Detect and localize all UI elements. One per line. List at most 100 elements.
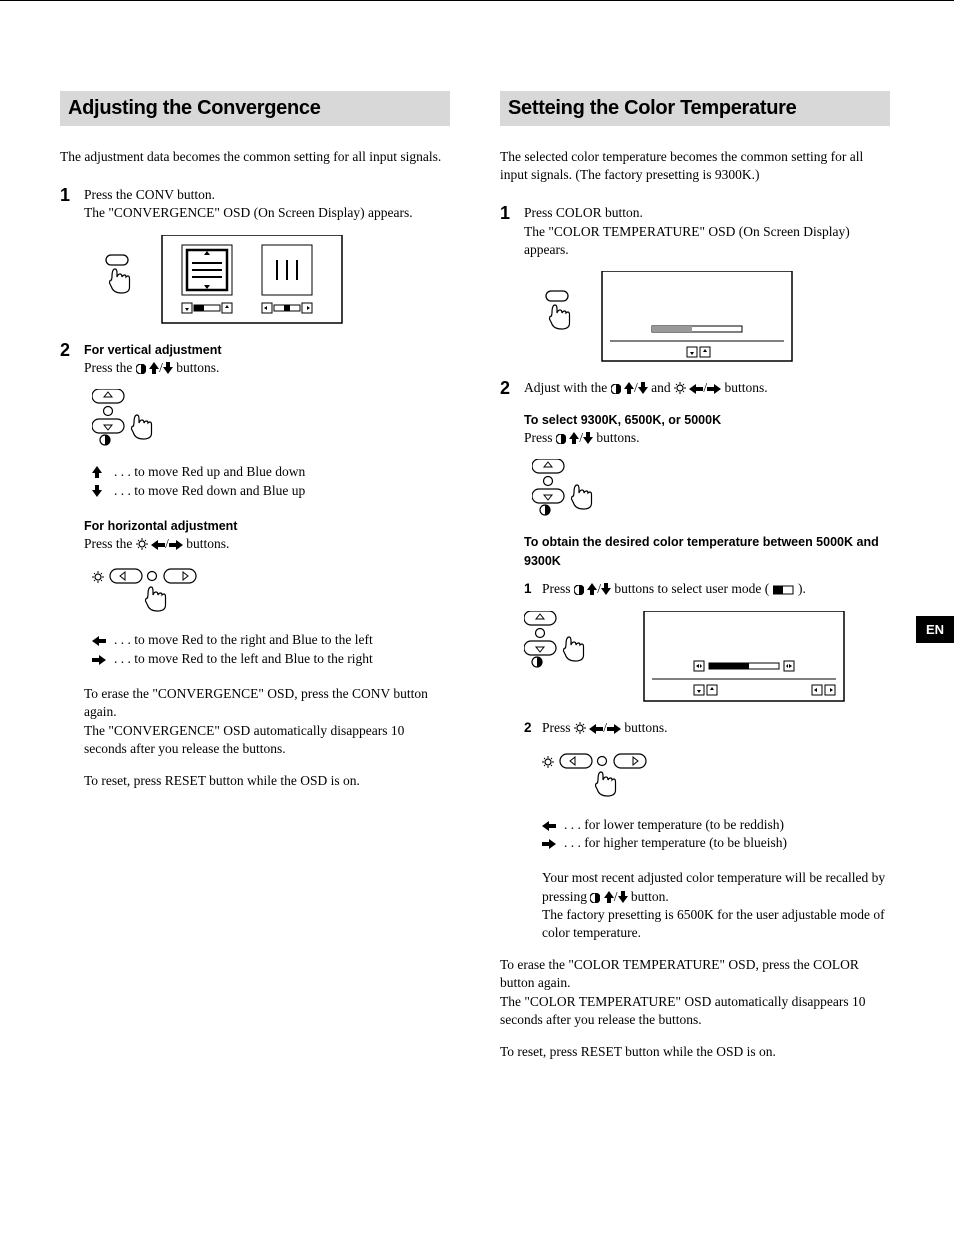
factory-text: The factory presetting is 6500K for the … [542,907,885,940]
r-reset-para: To reset, press RESET button while the O… [500,1043,890,1061]
r-step2-prefix: Adjust with the [524,380,611,395]
arrow-up-icon [587,583,597,595]
arrow-left-icon [151,540,165,550]
auto-disappear-text: The "CONVERGENCE" OSD automatically disa… [84,723,404,756]
color-osd-figure [532,271,890,363]
obtain1-prefix: Press [542,581,574,596]
r-erase-text: To erase the "COLOR TEMPERATURE" OSD, pr… [500,957,859,990]
arrow-up-icon [604,891,614,903]
recall-suffix: button. [631,889,669,904]
r-step2-mid: and [651,380,674,395]
right-title: Setteing the Color Temperature [500,91,890,126]
r-step1-line1: Press COLOR button. [524,205,643,220]
left-column: Adjusting the Convergence The adjustment… [60,91,450,1075]
arrow-right-icon [607,724,621,734]
page: Adjusting the Convergence The adjustment… [0,0,954,1175]
vertical-adj-heading: For vertical adjustment [84,343,222,357]
left-step-2: 2 For vertical adjustment Press the / bu… [60,341,450,377]
step-number: 2 [500,379,524,399]
substep-number: 1 [524,580,542,599]
obtain2-prefix: Press [542,720,574,735]
obtain1-mid: buttons to select user mode ( [614,581,772,596]
left-step-1: 1 Press the CONV button. The "CONVERGENC… [60,186,450,222]
horiz-right-row: . . . to move Red to the left and Blue t… [92,650,450,669]
right-step-2: 2 Adjust with the / and / buttons. [500,379,890,399]
sun-icon [136,538,148,550]
horiz-right-text: . . . to move Red to the left and Blue t… [114,650,373,669]
arrow-up-icon [149,362,159,374]
select-rocker-figure [532,459,890,517]
select-press-prefix: Press [524,430,556,445]
arrow-down-icon [583,432,593,444]
r-step1-line2: The "COLOR TEMPERATURE" OSD (On Screen D… [524,224,850,257]
lower-row: . . . for lower temperature (to be reddi… [542,816,890,835]
r-erase-para: To erase the "COLOR TEMPERATURE" OSD, pr… [500,956,890,1029]
step-number: 1 [500,204,524,259]
r-step2-suffix: buttons. [725,380,768,395]
sun-icon [674,382,686,394]
right-intro: The selected color temperature becomes t… [500,148,890,184]
step1-line1: Press the CONV button. [84,187,215,202]
arrow-left-icon [589,724,603,734]
select-heading: To select 9300K, 6500K, or 5000K [524,413,721,427]
arrow-right-icon [169,540,183,550]
left-title: Adjusting the Convergence [60,91,450,126]
horiz-press-suffix: buttons. [186,536,229,551]
press-suffix: buttons. [176,360,219,375]
vert-up-text: . . . to move Red up and Blue down [114,463,305,482]
arrow-right-icon [707,384,721,394]
arrow-up-icon [92,466,102,478]
contrast-icon [556,434,566,444]
higher-row: . . . for higher temperature (to be blue… [542,834,890,853]
sun-icon [574,722,586,734]
select-press-suffix: buttons. [596,430,639,445]
horiz-press-prefix: Press the [84,536,136,551]
select-block: To select 9300K, 6500K, or 5000K Press /… [524,411,890,447]
r-auto-disappear-text: The "COLOR TEMPERATURE" OSD automaticall… [500,994,865,1027]
arrow-up-icon [624,382,634,394]
left-intro: The adjustment data becomes the common s… [60,148,450,166]
arrow-down-icon [618,891,628,903]
contrast-icon [590,893,600,903]
vert-down-row: . . . to move Red down and Blue up [92,482,450,501]
arrow-down-icon [638,382,648,394]
arrow-left-icon [542,821,556,831]
obtain2-suffix: buttons. [624,720,667,735]
vertical-rocker-figure [92,389,450,447]
lower-text: . . . for lower temperature (to be reddi… [564,816,784,835]
user-mode-figure [524,611,890,703]
substep-number: 2 [524,719,542,738]
right-step-1: 1 Press COLOR button. The "COLOR TEMPERA… [500,204,890,259]
press-prefix: Press the [84,360,136,375]
convergence-osd-figure [92,235,450,325]
contrast-icon [136,364,146,374]
reset-para: To reset, press RESET button while the O… [84,772,450,790]
horiz-block: For horizontal adjustment Press the / bu… [84,517,450,553]
erase-para: To erase the "CONVERGENCE" OSD, press th… [84,685,450,758]
vert-down-text: . . . to move Red down and Blue up [114,482,305,501]
higher-text: . . . for higher temperature (to be blue… [564,834,787,853]
step1-line2: The "CONVERGENCE" OSD (On Screen Display… [84,205,413,220]
erase-text: To erase the "CONVERGENCE" OSD, press th… [84,686,428,719]
obtain1-suffix: ). [798,581,806,596]
arrow-right-icon [92,655,106,665]
horizontal-adj-heading: For horizontal adjustment [84,519,237,533]
arrow-right-icon [542,839,556,849]
vert-up-row: . . . to move Red up and Blue down [92,463,450,482]
contrast-icon [574,585,584,595]
language-tab: EN [916,616,954,643]
step-number: 2 [60,341,84,377]
horiz-left-row: . . . to move Red to the right and Blue … [92,631,450,650]
recall-para: Your most recent adjusted color temperat… [542,869,890,942]
step-number: 1 [60,186,84,222]
obtain-step-2: 2 Press / buttons. [524,719,890,738]
obtain-heading: To obtain the desired color temperature … [524,535,879,567]
right-column: Setteing the Color Temperature The selec… [500,91,890,1075]
horizontal-rocker-figure [92,565,450,615]
contrast-icon [611,384,621,394]
horiz-rocker-figure-2 [542,750,890,800]
arrow-down-icon [92,485,102,497]
arrow-left-icon [689,384,703,394]
arrow-down-icon [601,583,611,595]
arrow-down-icon [163,362,173,374]
